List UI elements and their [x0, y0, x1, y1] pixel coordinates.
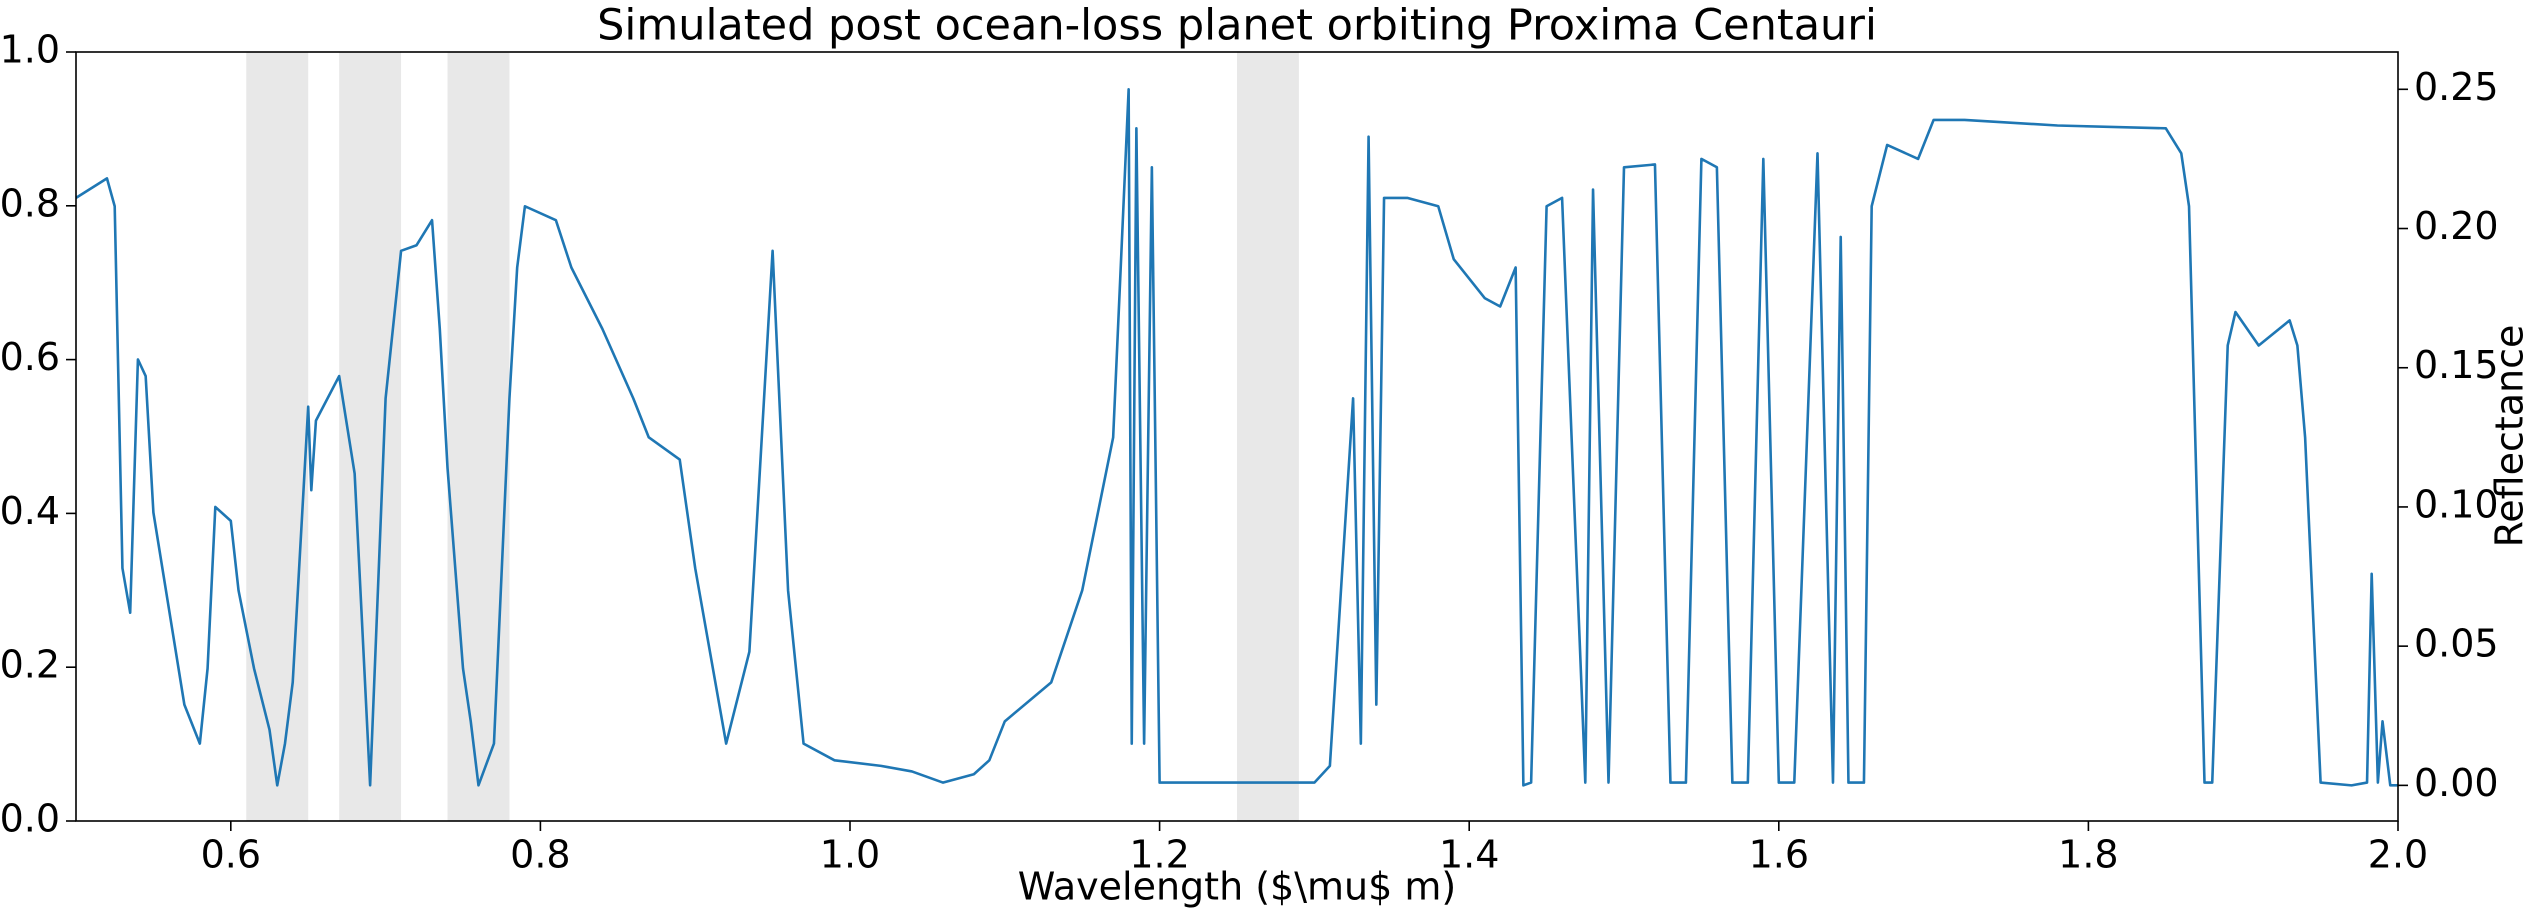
y2-tick-label: 0.25 [2414, 65, 2499, 109]
plot-frame [75, 51, 2399, 822]
y2-tick-label: 0.10 [2414, 482, 2499, 526]
y-tick-label: 0.6 [0, 335, 60, 379]
y-tick-label: 1.0 [0, 28, 60, 72]
x-tick-label: 1.4 [1439, 833, 1499, 877]
x-axis-label: Wavelength ($\mu$ m) [1018, 865, 1457, 909]
y-tick-label: 0.4 [0, 489, 60, 533]
y2-tick-label: 0.20 [2414, 204, 2499, 248]
chart-title: Simulated post ocean-loss planet orbitin… [597, 1, 1877, 51]
y2-tick-label: 0.15 [2414, 343, 2499, 387]
x-tick-label: 0.8 [510, 833, 570, 877]
x-tick-label: 1.2 [1129, 833, 1189, 877]
shaded-region [447, 52, 510, 821]
y2-tick-label: 0.05 [2414, 622, 2499, 666]
y2-axis-label: Reflectance [2488, 325, 2532, 548]
x-tick-label: 1.0 [820, 833, 880, 877]
y-tick-label: 0.2 [0, 643, 60, 687]
y-tick-label: 0.8 [0, 181, 60, 225]
shaded-region [246, 52, 309, 821]
x-tick-label: 0.6 [201, 833, 261, 877]
y2-tick-label: 0.00 [2414, 761, 2499, 805]
shaded-region [1237, 52, 1299, 821]
x-tick-label: 1.8 [2058, 833, 2118, 877]
y-tick-label: 0.0 [0, 797, 60, 841]
series-line [75, 88, 2398, 787]
x-tick-label: 1.6 [1749, 833, 1809, 877]
x-tick-label: 2.0 [2368, 833, 2428, 877]
